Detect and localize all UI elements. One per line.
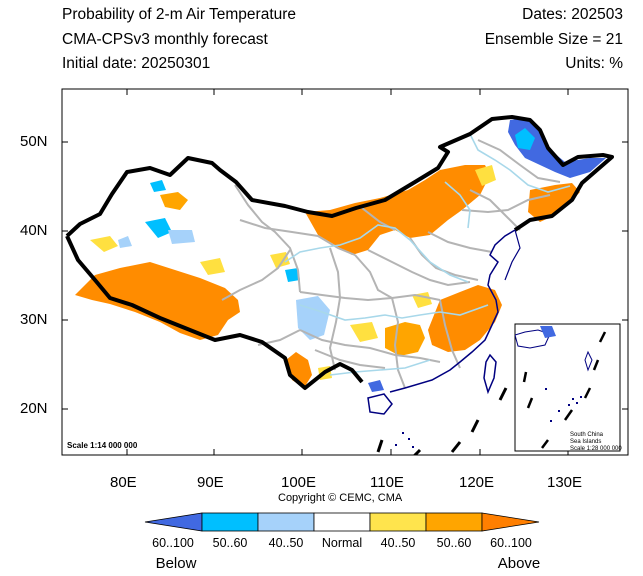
yellow-patch-e: [475, 165, 496, 186]
map-frame: [61, 88, 629, 456]
copyright: Copyright © CEMC, CMA: [278, 492, 403, 504]
chart-title: Probability of 2-m Air Temperature: [62, 6, 297, 23]
colorbar-cell-normal: [313, 512, 371, 532]
rivers: [284, 133, 571, 376]
xinjiang-blue-patch-b: [168, 230, 195, 244]
colorbar-label-5: 50..60: [436, 536, 472, 550]
lat-label-20n: 20N: [20, 400, 48, 417]
colorbar-label-6: 60..100: [490, 536, 532, 550]
lon-label-110e: 110E: [370, 474, 404, 491]
initial-date: Initial date: 20250301: [62, 55, 211, 72]
above-normal-regions: [75, 165, 580, 388]
lat-label-40n: 40N: [20, 222, 48, 239]
ensemble-label: Ensemble Size = 21: [484, 31, 623, 48]
national-boundary: [65, 115, 614, 238]
nine-dash-segments: [376, 387, 508, 455]
yellow-patch-c: [350, 322, 378, 342]
province-boundaries: [221, 139, 561, 389]
inset-label-2: Sea Islands: [570, 439, 602, 445]
colorbar-label-2: 40..50: [268, 536, 304, 550]
colorbar: [144, 512, 540, 532]
dates-label: Dates: 202503: [522, 6, 623, 23]
northeast-orange-region: [528, 183, 580, 222]
xinjiang-blue-patch-c: [150, 180, 166, 192]
lon-label-100e: 100E: [281, 474, 317, 491]
inset-label-1: South China: [570, 432, 604, 438]
xinjiang-orange-patch: [160, 192, 188, 210]
lat-label-30n: 30N: [20, 311, 48, 328]
coastline: [389, 229, 516, 393]
colorbar-label-1: 50..60: [212, 536, 248, 550]
colorbar-label-0: 60..100: [152, 536, 194, 550]
southeast-orange-region: [428, 285, 502, 352]
lon-label-80e: 80E: [110, 474, 137, 491]
lat-label-50n: 50N: [20, 133, 48, 150]
yellow-patch-a: [90, 236, 118, 252]
northeast-lightblue-region: [515, 128, 535, 150]
colorbar-label-3: Normal: [321, 536, 363, 550]
hainan-blue-patch: [368, 380, 384, 392]
xinjiang-blue-patch-d: [118, 236, 132, 248]
korea-coast: [504, 229, 521, 281]
colorbar-label-4: 40..50: [380, 536, 416, 550]
colorbar-cell-below-strong: [144, 512, 203, 532]
taiwan: [483, 353, 497, 395]
small-islands: [395, 432, 414, 448]
lon-label-120e: 120E: [459, 474, 495, 491]
yellow-patch-b: [200, 258, 225, 275]
colorbar-cell-above-strong: [481, 512, 540, 532]
northeast-blue-region: [508, 118, 606, 178]
qinghai-blue-patch: [285, 268, 300, 282]
lon-label-130e: 130E: [547, 474, 583, 491]
colorbar-cell-above-mid: [425, 512, 483, 532]
scale-label: Scale 1:14 000 000: [67, 441, 138, 450]
tibet-orange-region: [75, 262, 240, 340]
southwest-boundary: [65, 235, 364, 390]
colorbar-above-label: Above: [497, 555, 541, 572]
colorbar-cell-below-weak: [257, 512, 315, 532]
hainan: [367, 393, 393, 415]
colorbar-cell-above-weak: [369, 512, 427, 532]
colorbar-cell-below-mid: [201, 512, 259, 532]
inset-map: [514, 323, 621, 452]
colorbar-below-label: Below: [155, 555, 197, 572]
units-label: Units: %: [565, 55, 623, 72]
north-china-orange-region: [305, 165, 490, 255]
xinjiang-blue-patch-a: [145, 218, 172, 238]
inset-label-3: Scale 1:28 000 000: [570, 446, 622, 452]
model-label: CMA-CPSv3 monthly forecast: [62, 31, 268, 48]
lon-label-90e: 90E: [197, 474, 224, 491]
